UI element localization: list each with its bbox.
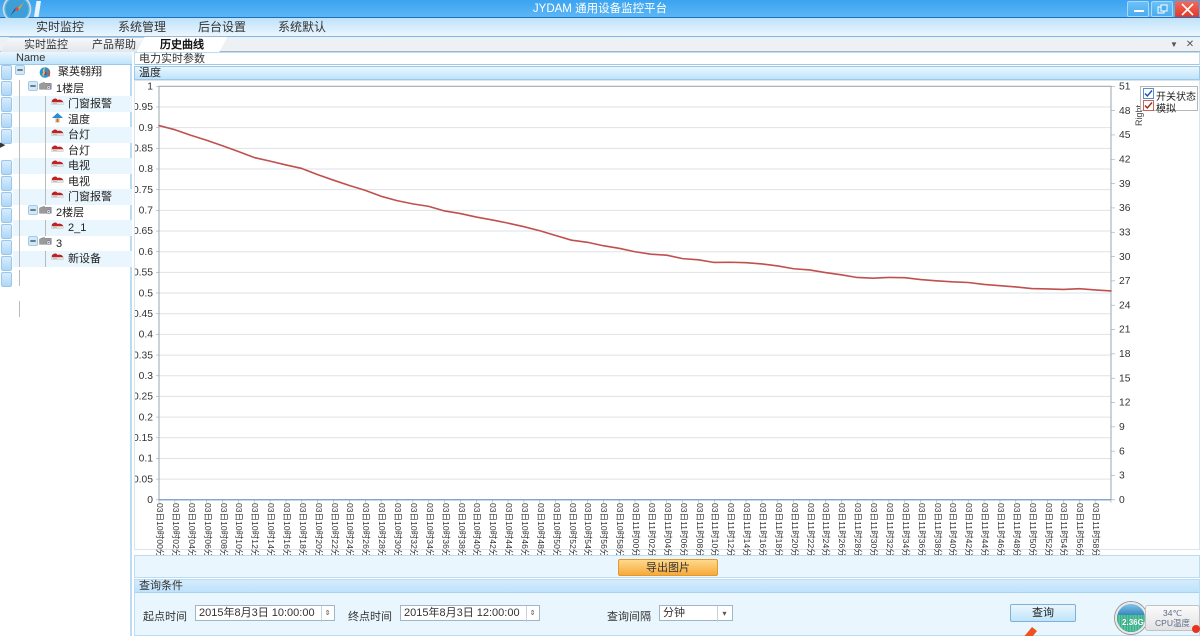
svg-text:48: 48 <box>1119 106 1131 117</box>
svg-text:21: 21 <box>1119 325 1131 336</box>
svg-text:18: 18 <box>1119 349 1131 360</box>
svg-text:0.45: 0.45 <box>135 309 153 320</box>
svg-text:0.2: 0.2 <box>139 412 154 423</box>
svg-text:0.7: 0.7 <box>139 206 154 217</box>
svg-text:0.15: 0.15 <box>135 433 153 444</box>
svg-text:6: 6 <box>1119 446 1125 457</box>
svg-text:0.8: 0.8 <box>139 164 154 175</box>
svg-text:24: 24 <box>1119 300 1131 311</box>
svg-text:0.85: 0.85 <box>135 144 153 155</box>
svg-text:12: 12 <box>1119 398 1131 409</box>
svg-text:0.3: 0.3 <box>139 371 154 382</box>
svg-text:0: 0 <box>1119 495 1125 506</box>
svg-text:1: 1 <box>147 82 153 93</box>
svg-text:0.4: 0.4 <box>139 330 154 341</box>
svg-text:0.6: 0.6 <box>139 247 154 258</box>
svg-text:0: 0 <box>147 495 153 506</box>
svg-text:30: 30 <box>1119 252 1131 263</box>
svg-text:9: 9 <box>1119 422 1125 433</box>
svg-text:0.75: 0.75 <box>135 185 153 196</box>
svg-text:33: 33 <box>1119 227 1131 238</box>
svg-text:39: 39 <box>1119 179 1131 190</box>
svg-text:42: 42 <box>1119 154 1131 165</box>
svg-text:0.25: 0.25 <box>135 392 153 403</box>
svg-text:0.55: 0.55 <box>135 268 153 279</box>
svg-text:0.95: 0.95 <box>135 102 153 113</box>
svg-text:15: 15 <box>1119 373 1131 384</box>
svg-text:3: 3 <box>1119 471 1125 482</box>
svg-text:0.1: 0.1 <box>139 454 154 465</box>
svg-text:0.5: 0.5 <box>139 288 154 299</box>
svg-text:0.65: 0.65 <box>135 226 153 237</box>
svg-text:0.35: 0.35 <box>135 350 153 361</box>
svg-text:36: 36 <box>1119 203 1131 214</box>
svg-text:45: 45 <box>1119 130 1131 141</box>
svg-text:51: 51 <box>1119 82 1131 93</box>
svg-text:27: 27 <box>1119 276 1131 287</box>
svg-text:0.9: 0.9 <box>139 123 154 134</box>
svg-text:0.05: 0.05 <box>135 474 153 485</box>
